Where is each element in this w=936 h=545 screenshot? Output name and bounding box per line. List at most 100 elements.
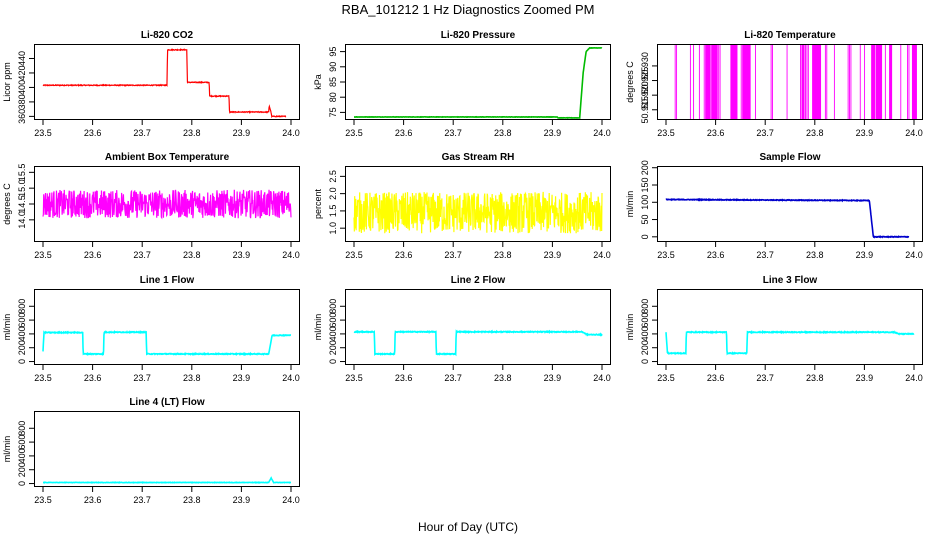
y-tick-label: 50.925 [640,67,650,95]
y-tick-label: 600 [640,313,650,328]
x-tick-label: 23.6 [84,495,102,505]
panel-title: Gas Stream RH [442,152,515,163]
y-tick-label: 400 [17,326,27,341]
y-tick-label: 1.0 [328,222,338,235]
x-tick-label: 23.6 [84,128,102,138]
y-tick-label: 600 [328,313,338,328]
x-tick-label: 23.8 [494,250,512,260]
series-line [42,476,292,484]
temperature-spike [884,44,886,120]
temperature-spike [847,44,849,120]
series-area [665,330,915,356]
x-tick-label: 24.0 [905,250,923,260]
x-tick-label: 23.7 [133,495,151,505]
x-tick-label: 23.5 [34,250,52,260]
x-tick-label: 24.0 [593,373,611,383]
x-tick-label: 23.9 [856,250,874,260]
x-tick-label: 23.7 [133,250,151,260]
x-tick-label: 24.0 [282,495,300,505]
x-tick-label: 23.6 [395,373,413,383]
y-axis-label: Licor ppm [2,62,12,102]
x-tick-label: 23.8 [494,373,512,383]
y-tick-label: 200 [328,340,338,355]
temperature-spike [718,44,720,120]
x-tick-label: 23.5 [34,495,52,505]
y-tick-label: 360 [17,109,27,124]
series-area [353,329,603,357]
y-tick-label: 80 [328,92,338,102]
y-tick-label: 200 [17,340,27,355]
y-tick-label: 420 [17,65,27,80]
y-tick-label: 50.920 [640,81,650,109]
x-tick-label: 23.9 [233,373,251,383]
x-tick-label: 23.5 [657,373,675,383]
panel-2: Li-820 Pressure 23.5 23.6 23.7 23.8 23.9 24.0 7… [313,30,611,138]
panel-9: Line 3 Flow 23.5 23.6 23.7 23.8 23.9 24.0 0 2004… [625,275,923,383]
x-tick-label: 23.8 [806,373,824,383]
panel-title: Line 4 (LT) Flow [129,397,205,408]
panel-frame [34,44,300,120]
y-tick-label: 800 [328,299,338,314]
x-tick-label: 23.7 [444,250,462,260]
y-tick-label: 400 [17,448,27,463]
temperature-spike [833,44,835,120]
temperature-spike [849,44,850,120]
panel-title: Li-820 Pressure [441,30,516,41]
y-tick-label: 400 [328,326,338,341]
y-tick-label: 380 [17,94,27,109]
x-tick-label: 23.9 [233,128,251,138]
temperature-spike [800,44,801,120]
temperature-spike [807,44,809,120]
series-area [42,476,292,484]
y-tick-label: 100 [640,195,650,210]
x-tick-label: 23.5 [345,128,363,138]
y-axis-label: ml/min [625,191,635,218]
y-tick-label: 600 [17,435,27,450]
x-tick-label: 23.6 [707,373,725,383]
panel-4: Ambient Box Temperature 23.5 23.6 23.7 23.8 2… [2,152,300,260]
x-tick-label: 23.6 [395,250,413,260]
x-tick-label: 23.5 [34,128,52,138]
x-tick-label: 23.8 [183,128,201,138]
x-tick-label: 24.0 [593,250,611,260]
temperature-spike [730,44,738,120]
y-axis-label: kPa [313,74,323,90]
y-tick-label: 440 [17,51,27,66]
x-tick-label: 23.6 [84,373,102,383]
temperature-spike [826,44,828,120]
panel-title: Line 3 Flow [763,275,818,286]
y-tick-label: 50.915 [640,96,650,124]
x-tick-label: 23.6 [707,250,725,260]
panel-3: Li-820 Temperature 23.5 23.6 23.7 23.8 23.9 24… [625,30,923,138]
temperature-spike [812,44,822,120]
x-tick-label: 23.7 [133,373,151,383]
y-tick-label: 800 [640,299,650,314]
series-area [42,48,287,119]
series-line [42,48,287,119]
temperature-spike [676,44,678,120]
x-tick-label: 23.9 [544,373,562,383]
x-tick-label: 24.0 [282,128,300,138]
y-tick-label: 15.0 [17,179,27,197]
x-tick-label: 23.5 [657,128,675,138]
x-tick-label: 24.0 [905,373,923,383]
x-tick-label: 23.8 [806,250,824,260]
y-tick-label: 800 [17,421,27,436]
panel-8: Line 2 Flow 23.5 23.6 23.7 23.8 23.9 24.0 0 2004… [313,275,611,383]
y-tick-label: 95 [328,47,338,57]
y-tick-label: 0 [17,359,27,364]
temperature-spike [786,44,788,120]
temperature-spike [703,44,705,120]
x-tick-label: 23.7 [444,373,462,383]
x-tick-label: 24.0 [282,373,300,383]
x-tick-label: 23.7 [133,128,151,138]
series-line [42,189,292,220]
y-tick-label: 90 [328,62,338,72]
panel-frame [34,289,300,365]
panel-frame [345,44,611,120]
series-line [353,191,603,234]
temperature-spike [908,44,910,120]
y-tick-label: 0 [640,359,650,364]
series-area [42,189,292,220]
x-tick-label: 23.7 [756,128,774,138]
